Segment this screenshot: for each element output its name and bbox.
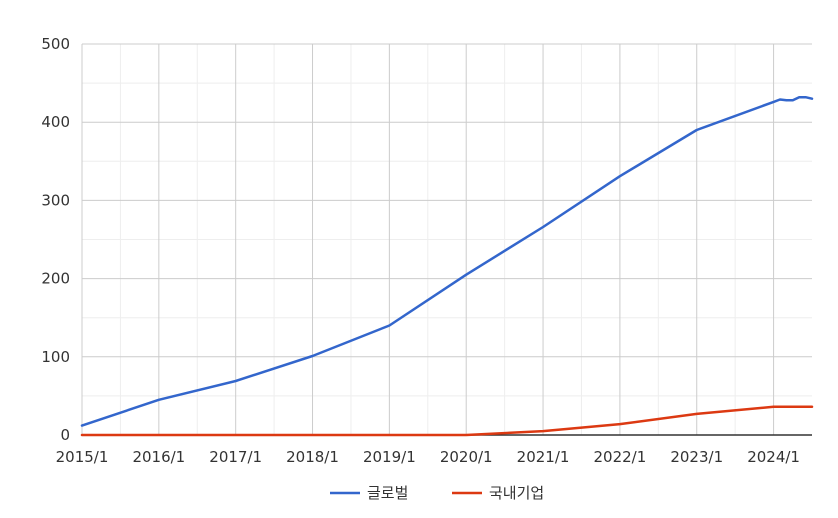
x-tick-label: 2016/1: [132, 448, 185, 466]
x-tick-label: 2024/1: [747, 448, 800, 466]
series-line-1: [80, 95, 814, 427]
y-tick-label: 100: [41, 348, 70, 366]
y-tick-label: 200: [41, 270, 70, 288]
legend-label-1: 글로벌: [367, 484, 408, 502]
series-line-2: [80, 405, 814, 437]
x-tick-label: 2022/1: [594, 448, 647, 466]
y-tick-label: 0: [60, 426, 70, 444]
x-tick-label: 2018/1: [286, 448, 339, 466]
x-tick-label: 2019/1: [363, 448, 416, 466]
x-tick-label: 2021/1: [517, 448, 570, 466]
y-tick-label: 500: [41, 35, 70, 53]
x-tick-label: 2023/1: [670, 448, 723, 466]
x-tick-label: 2017/1: [209, 448, 262, 466]
y-tick-label: 300: [41, 191, 70, 209]
y-tick-label: 400: [41, 113, 70, 131]
series-layer: [80, 95, 814, 437]
grid: [81, 43, 812, 436]
x-tick-label: 2015/1: [56, 448, 109, 466]
x-tick-label: 2020/1: [440, 448, 493, 466]
legend-label-2: 국내기업: [489, 484, 544, 502]
legend: 글로벌 국내기업: [330, 484, 544, 502]
